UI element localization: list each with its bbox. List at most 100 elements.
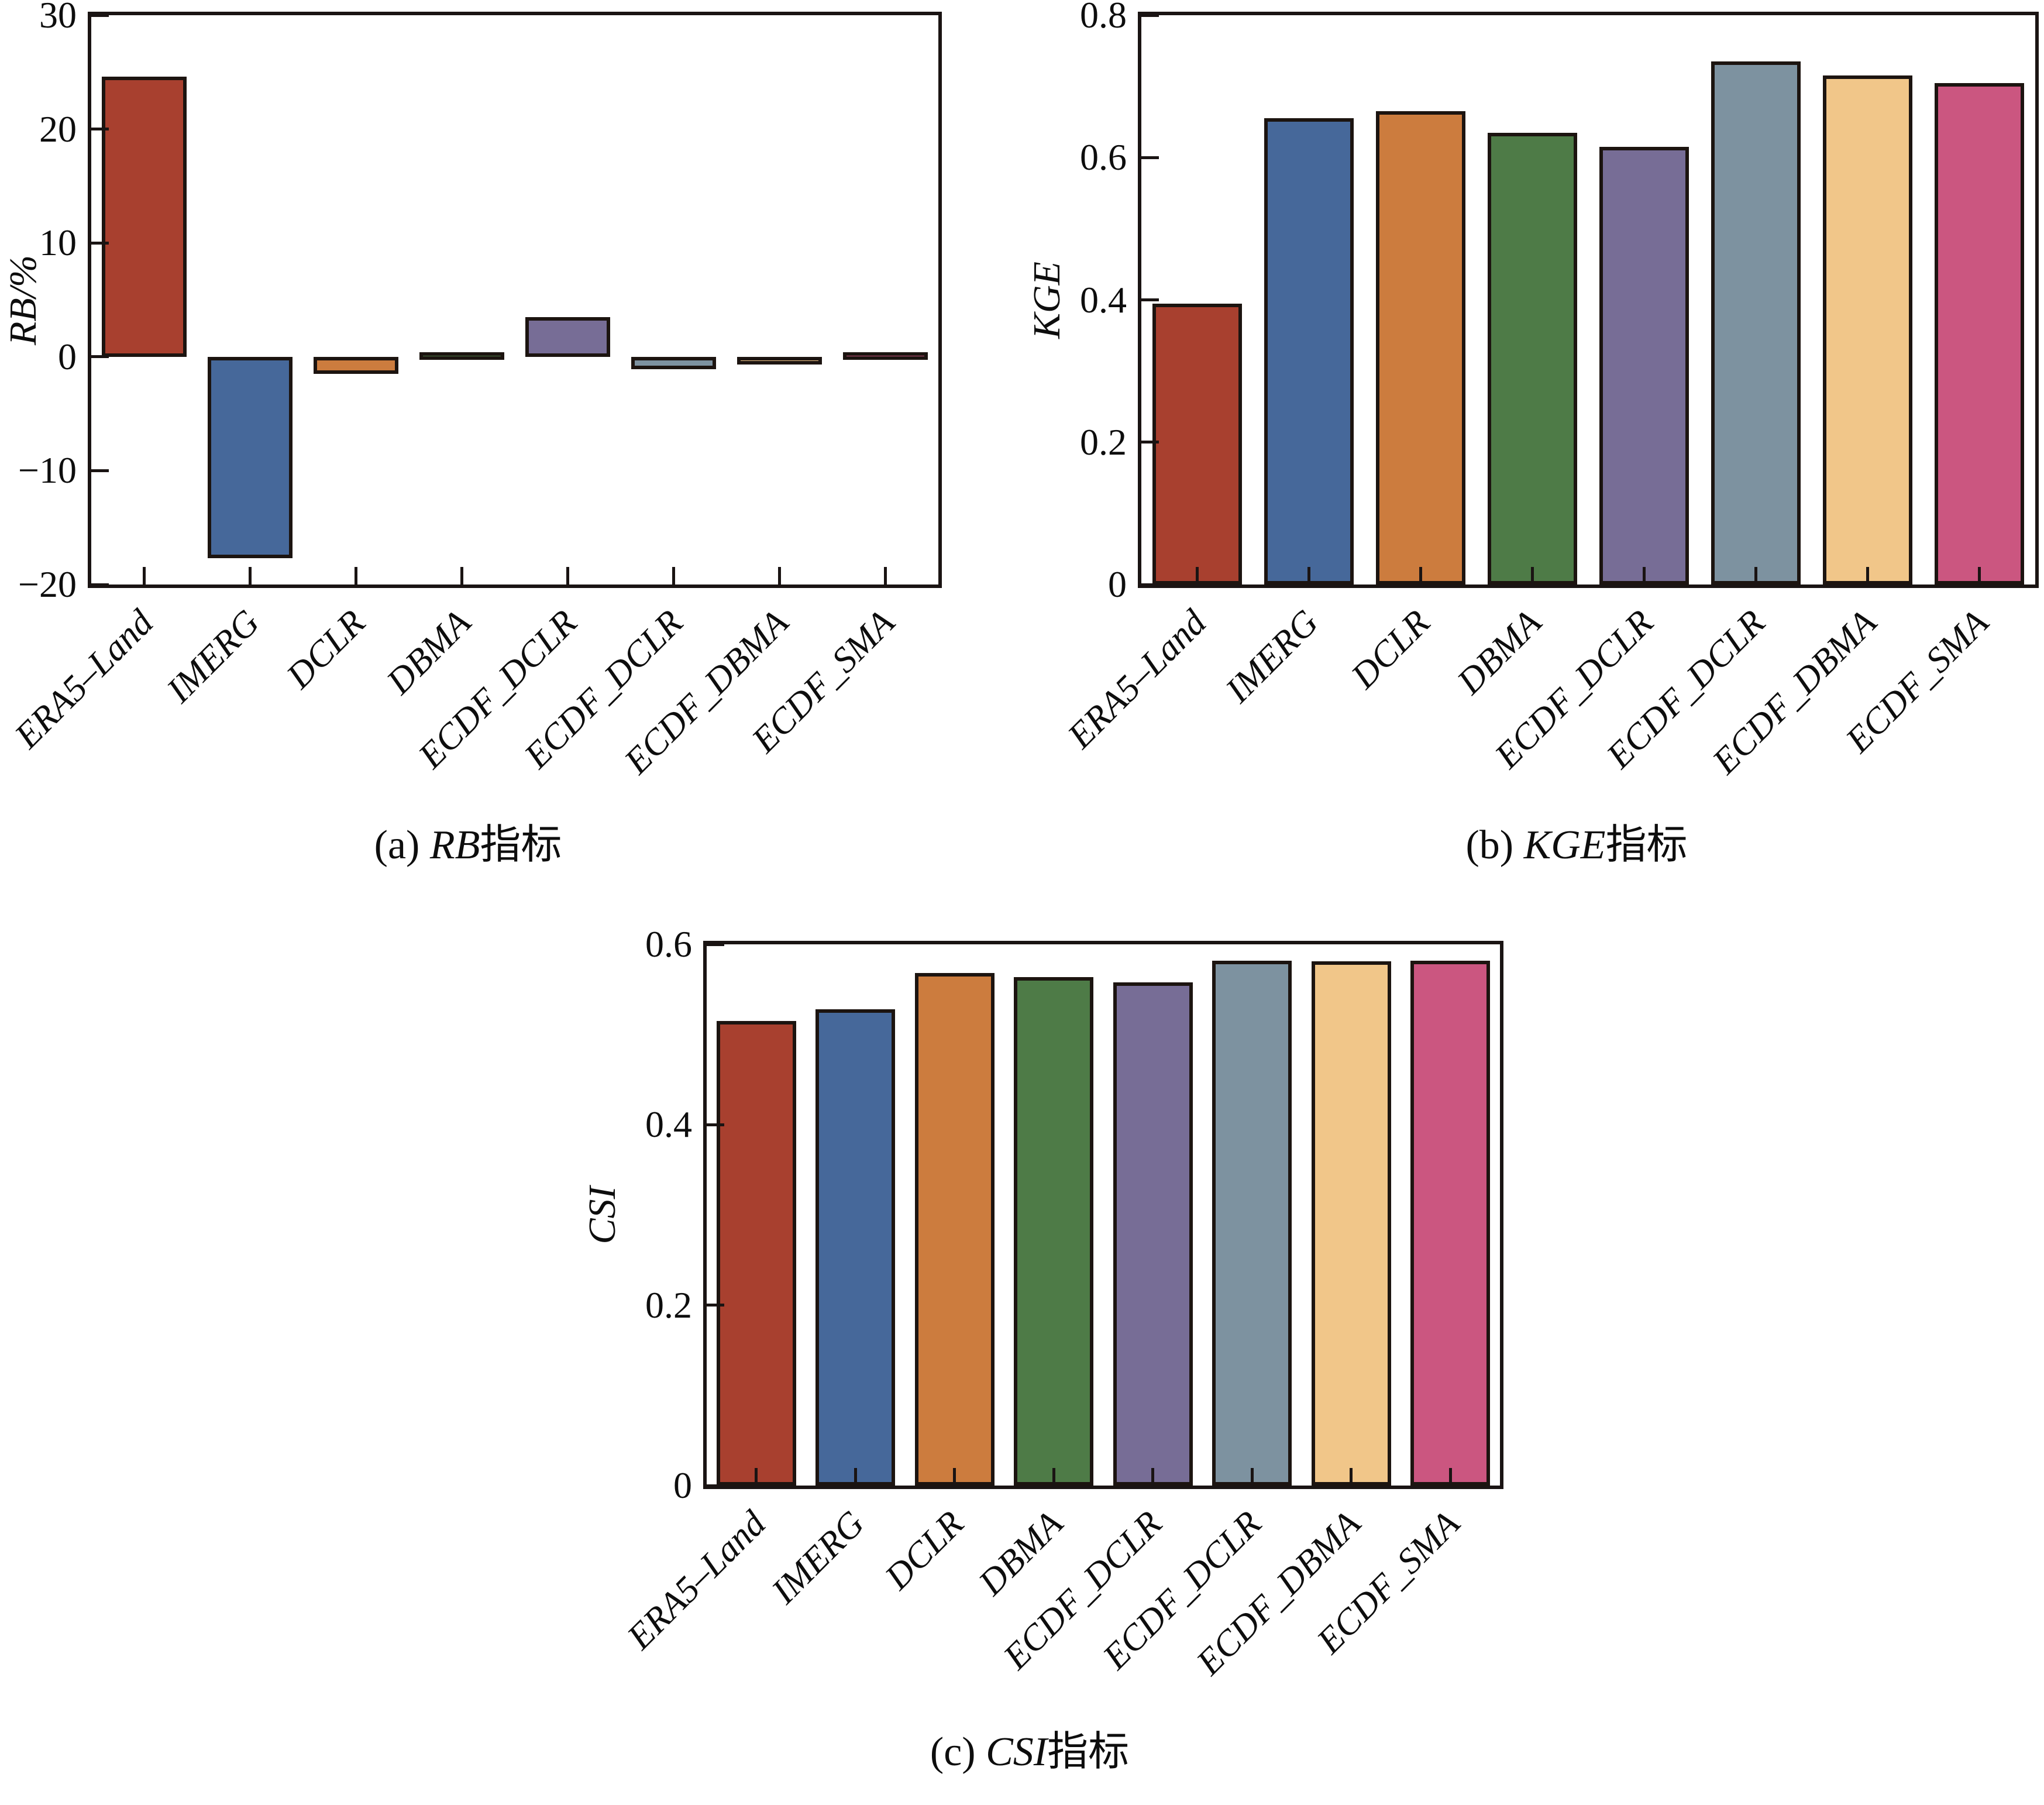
x-axis-tick <box>1448 1468 1452 1486</box>
x-tick-label: ERA5–Land <box>1060 602 1214 757</box>
y-tick-label: 10 <box>39 222 77 264</box>
x-tick-label: IMERG <box>764 1503 873 1612</box>
y-axis-tick <box>707 1484 724 1487</box>
x-tick-label: IMERG <box>159 602 267 711</box>
bar-ecdf-sma <box>1935 82 2024 585</box>
csi-y-axis-label: CSI <box>581 1186 624 1244</box>
y-tick-label: 0.2 <box>645 1284 692 1326</box>
x-axis-tick <box>1052 1468 1055 1486</box>
bar-ecdf-dclr <box>1711 61 1801 585</box>
x-axis-tick <box>1250 1468 1254 1486</box>
x-tick-label: DCLR <box>878 1503 972 1597</box>
x-axis-tick <box>1350 1468 1353 1486</box>
y-tick-label: 0.8 <box>1080 0 1127 36</box>
y-axis-tick <box>1141 156 1159 159</box>
x-axis-tick <box>1419 567 1422 585</box>
kge-caption: (b) KGE指标 <box>1465 819 1687 872</box>
y-axis-tick <box>1141 13 1159 17</box>
y-axis-tick <box>91 13 109 17</box>
x-axis-tick <box>1866 567 1869 585</box>
x-axis-tick <box>1531 567 1534 585</box>
y-axis-tick <box>707 1123 724 1126</box>
x-axis-tick <box>1151 1468 1155 1486</box>
bar-era5-land <box>102 77 187 357</box>
x-tick-label: IMERG <box>1217 602 1326 711</box>
bar-ecdf-sma <box>843 352 928 360</box>
csi-caption: (c) CSI指标 <box>930 1726 1129 1779</box>
x-axis-tick <box>953 1468 956 1486</box>
csi-caption-suffix: 指标 <box>1047 1730 1130 1775</box>
x-axis-tick <box>1978 567 1981 585</box>
kge-caption-suffix: 指标 <box>1605 823 1688 868</box>
bar-ecdf-dclr <box>1599 147 1689 585</box>
y-axis-tick <box>1141 583 1159 586</box>
x-axis-tick <box>1643 567 1646 585</box>
x-tick-label: DCLR <box>1344 602 1438 696</box>
x-axis-tick <box>1307 567 1310 585</box>
rb-caption-suffix: 指标 <box>480 823 562 868</box>
y-axis-tick <box>707 943 724 946</box>
y-axis-tick <box>91 583 109 586</box>
rb-caption-metric: RB <box>429 823 480 868</box>
rb-caption: (a) RB指标 <box>374 819 562 872</box>
csi-caption-metric: CSI <box>986 1730 1048 1775</box>
bar-era5-land <box>716 1021 796 1486</box>
x-axis-tick <box>672 567 675 585</box>
bar-dclr <box>1376 111 1465 585</box>
y-tick-label: −20 <box>18 563 77 605</box>
bar-imerg <box>208 356 293 559</box>
y-axis-tick <box>91 469 109 472</box>
y-tick-label: 0.4 <box>645 1103 692 1146</box>
x-axis-tick <box>884 567 887 585</box>
x-tick-label: ERA5–Land <box>620 1503 773 1658</box>
x-axis-tick <box>1196 567 1199 585</box>
rb-plot-area: 30 20 10 0 −10 −20 ERA5–Land IMERG DCLR DBMA ECDF_… <box>8 0 942 782</box>
bar-ecdf-sma <box>1410 960 1491 1486</box>
x-tick-label: DBMA <box>1450 602 1550 702</box>
bar-ecdf-dclr <box>1113 982 1193 1486</box>
bar-dclr <box>914 973 995 1486</box>
y-tick-label: 0.6 <box>1080 136 1127 178</box>
y-axis-tick <box>1141 441 1159 444</box>
bar-dbma <box>419 352 504 360</box>
y-axis-tick <box>91 128 109 131</box>
bar-dbma <box>1014 977 1094 1486</box>
y-tick-label: 0 <box>58 335 77 377</box>
bar-dbma <box>1488 132 1577 585</box>
y-tick-label: 0 <box>673 1464 692 1506</box>
y-axis-tick <box>1141 298 1159 301</box>
x-axis-tick <box>460 567 463 585</box>
x-tick-label: ERA5–Land <box>7 602 161 757</box>
bar-dclr <box>314 356 398 374</box>
y-axis-tick <box>91 355 109 359</box>
y-tick-label: 20 <box>39 108 77 150</box>
x-axis-tick <box>854 1468 857 1486</box>
y-tick-label: 30 <box>39 0 77 36</box>
rb-caption-index: (a) <box>374 823 430 868</box>
bar-ecdf-dbma <box>1823 75 1912 585</box>
x-axis-tick <box>143 567 146 585</box>
x-axis-tick <box>566 567 569 585</box>
x-axis-tick <box>355 567 357 585</box>
bar-era5-land <box>1152 303 1242 585</box>
bar-imerg <box>815 1009 896 1486</box>
y-tick-label: 0 <box>1108 563 1127 605</box>
bar-ecdf-dclr <box>1212 960 1292 1486</box>
x-tick-label: DBMA <box>379 602 479 702</box>
y-tick-label: −10 <box>18 449 77 491</box>
x-axis-tick <box>249 567 252 585</box>
y-axis-tick <box>91 241 109 245</box>
bar-ecdf-dbma <box>737 356 822 365</box>
kge-caption-metric: KGE <box>1523 823 1606 868</box>
y-tick-label: 0.4 <box>1080 279 1127 321</box>
kge-caption-index: (b) <box>1465 823 1524 868</box>
bar-imerg <box>1264 118 1354 585</box>
x-axis-tick <box>778 567 781 585</box>
bar-ecdf-dbma <box>1311 961 1391 1486</box>
x-axis-tick <box>755 1468 758 1486</box>
csi-caption-index: (c) <box>930 1730 986 1775</box>
x-axis-tick <box>1754 567 1757 585</box>
csi-plot-area: 0.6 0.4 0.2 0 ERA5–Land IMERG DCLR DBMA ECDF_DCL… <box>620 923 1503 1683</box>
bar-ecdf-dclr <box>631 356 716 370</box>
